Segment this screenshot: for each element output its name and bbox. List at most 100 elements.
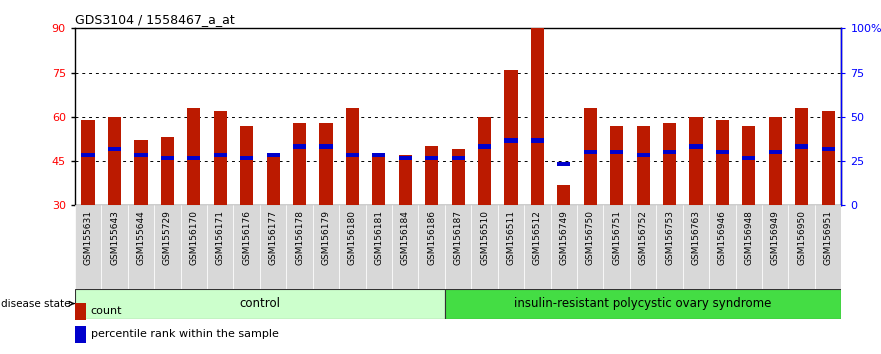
Bar <box>398 156 411 160</box>
Bar <box>75 289 445 319</box>
Bar <box>795 144 809 149</box>
Bar <box>815 205 841 301</box>
Bar <box>663 123 677 205</box>
Bar <box>426 146 439 205</box>
Text: GSM155643: GSM155643 <box>110 210 119 265</box>
Bar <box>81 120 95 205</box>
Bar <box>260 205 286 301</box>
Bar <box>768 117 782 205</box>
Bar <box>821 147 835 152</box>
Bar <box>478 117 492 205</box>
Bar <box>742 126 756 205</box>
Text: GSM156178: GSM156178 <box>295 210 304 265</box>
Bar <box>715 120 729 205</box>
Text: GSM156749: GSM156749 <box>559 210 568 265</box>
Bar <box>557 185 571 205</box>
Bar <box>75 303 86 320</box>
Text: GSM155644: GSM155644 <box>137 210 145 265</box>
Text: GSM156951: GSM156951 <box>824 210 833 265</box>
Text: GSM156181: GSM156181 <box>374 210 383 265</box>
Bar <box>452 149 465 205</box>
Text: GDS3104 / 1558467_a_at: GDS3104 / 1558467_a_at <box>75 13 234 26</box>
Bar <box>345 108 359 205</box>
Bar <box>742 156 756 160</box>
Bar <box>214 153 227 158</box>
Bar <box>603 205 630 301</box>
Bar <box>504 138 517 143</box>
Bar <box>636 153 650 158</box>
Bar <box>161 137 174 205</box>
Text: GSM155631: GSM155631 <box>84 210 93 265</box>
Text: GSM156171: GSM156171 <box>216 210 225 265</box>
Text: control: control <box>240 297 280 310</box>
Bar <box>504 70 517 205</box>
Bar <box>471 205 498 301</box>
Bar <box>128 205 154 301</box>
Bar <box>81 153 95 158</box>
Text: GSM156949: GSM156949 <box>771 210 780 265</box>
Bar <box>821 111 835 205</box>
Text: GSM156752: GSM156752 <box>639 210 648 265</box>
Bar <box>636 126 650 205</box>
Bar <box>101 205 128 301</box>
Bar <box>418 205 445 301</box>
Bar <box>663 150 677 154</box>
Bar <box>656 205 683 301</box>
Text: GSM156510: GSM156510 <box>480 210 489 265</box>
Text: insulin-resistant polycystic ovary syndrome: insulin-resistant polycystic ovary syndr… <box>515 297 772 310</box>
Bar <box>788 205 815 301</box>
Bar <box>445 289 841 319</box>
Bar <box>233 205 260 301</box>
Text: percentile rank within the sample: percentile rank within the sample <box>91 330 278 339</box>
Bar <box>240 126 254 205</box>
Bar <box>292 123 307 205</box>
Bar <box>630 205 656 301</box>
Bar <box>583 150 597 154</box>
Text: GSM156763: GSM156763 <box>692 210 700 265</box>
Text: GSM156170: GSM156170 <box>189 210 198 265</box>
Text: GSM156753: GSM156753 <box>665 210 674 265</box>
Bar <box>530 138 544 143</box>
Text: GSM156184: GSM156184 <box>401 210 410 265</box>
Bar <box>709 205 736 301</box>
Text: GSM156180: GSM156180 <box>348 210 357 265</box>
Text: GSM156177: GSM156177 <box>269 210 278 265</box>
Bar <box>610 126 624 205</box>
Bar <box>583 108 597 205</box>
Bar <box>135 141 148 205</box>
Text: GSM156751: GSM156751 <box>612 210 621 265</box>
Bar <box>690 144 703 149</box>
Bar <box>795 108 809 205</box>
Bar <box>478 144 492 149</box>
Text: GSM156750: GSM156750 <box>586 210 595 265</box>
Bar <box>187 156 201 160</box>
Text: GSM156179: GSM156179 <box>322 210 330 265</box>
Bar <box>373 153 386 158</box>
Bar <box>524 205 551 301</box>
Text: GSM156186: GSM156186 <box>427 210 436 265</box>
Bar <box>207 205 233 301</box>
Bar <box>426 156 439 160</box>
Bar <box>345 153 359 158</box>
Bar <box>319 144 332 149</box>
Bar <box>610 150 624 154</box>
Bar <box>75 326 86 343</box>
Text: count: count <box>91 307 122 316</box>
Bar <box>313 205 339 301</box>
Bar <box>366 205 392 301</box>
Text: GSM156187: GSM156187 <box>454 210 463 265</box>
Bar <box>736 205 762 301</box>
Bar <box>161 156 174 160</box>
Text: GSM156948: GSM156948 <box>744 210 753 265</box>
Bar <box>445 205 471 301</box>
Bar <box>266 155 279 205</box>
Text: GSM156176: GSM156176 <box>242 210 251 265</box>
Bar <box>187 108 201 205</box>
Bar <box>339 205 366 301</box>
Bar <box>214 111 227 205</box>
Bar <box>557 162 571 166</box>
Bar <box>498 205 524 301</box>
Bar <box>762 205 788 301</box>
Bar <box>530 28 544 205</box>
Bar <box>266 153 279 158</box>
